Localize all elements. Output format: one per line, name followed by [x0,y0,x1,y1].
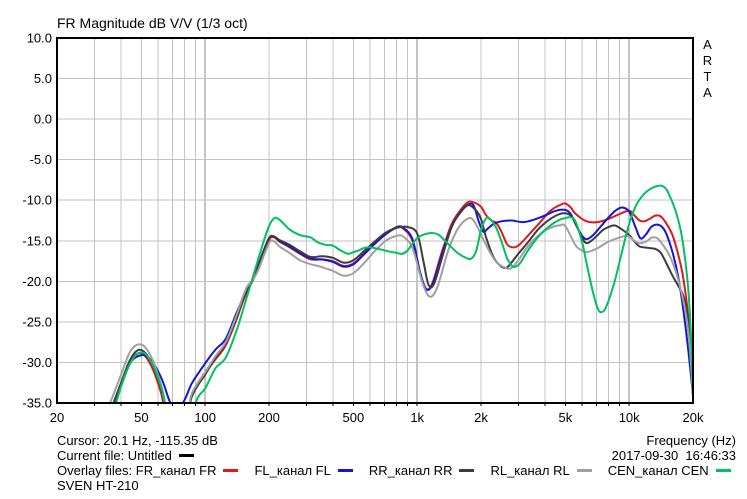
current-file-label: Current file: Untitled [57,448,172,463]
legend-item-label: FL_канал FL [254,463,331,478]
series-curve [114,202,693,403]
legend-color-dash [223,468,239,472]
legend: FR_канал FR FL_канал FL RR_канал RR RL_кана… [136,463,747,478]
legend-item: FL_канал FL [254,463,354,478]
x-tick-label: 2k [474,410,488,425]
legend-item-label: CEN_канал CEN [607,463,709,478]
legend-item-label: FR_канал FR [135,463,217,478]
plot-frame [56,37,694,404]
series-curve [109,216,693,403]
x-tick-label: 200 [258,410,280,425]
y-tick-label: -30.0 [22,355,52,370]
status-row-device: SVEN HT-210 [0,478,747,493]
x-axis-title: Frequency (Hz) [646,433,736,448]
legend-item: FR_канал FR [136,463,241,478]
x-tick-label: 20 [50,410,64,425]
x-tick-label: 50 [134,410,148,425]
series-curve [114,184,693,403]
legend-item: RL_канал RL [490,463,593,478]
x-tick-label: 5k [558,410,572,425]
y-tick-label: -20.0 [22,274,52,289]
x-tick-label: 20k [683,410,704,425]
y-tick-label: 0.0 [34,112,52,127]
y-tick-label: 10.0 [27,31,52,46]
legend-color-dash [576,468,592,472]
plot-area[interactable] [57,38,693,403]
y-tick-label: 5.0 [34,71,52,86]
legend-color-dash [459,468,475,472]
legend-item: CEN_канал CEN [608,463,733,478]
legend-color-dash [715,468,731,472]
device-label: SVEN HT-210 [57,478,139,493]
overlay-files-label: Overlay files: [57,463,133,478]
x-tick-label: 1k [410,410,424,425]
y-tick-label: -10.0 [22,193,52,208]
y-tick-label: -25.0 [22,314,52,329]
current-file-marker [178,453,194,457]
chart-title: FR Magnitude dB V/V (1/3 oct) [57,15,248,31]
legend-item-label: RL_канал RL [490,463,570,478]
status-row-file: Current file: Untitled 2017-09-30 16:46:… [0,448,747,463]
legend-item-label: RR_канал RR [368,463,453,478]
x-tick-label: 100 [194,410,216,425]
legend-color-dash [337,468,353,472]
legend-item: RR_канал RR [369,463,477,478]
cursor-readout: Cursor: 20.1 Hz, -115.35 dB [57,433,218,448]
status-row-overlay: Overlay files: FR_канал FR FL_канал FL RR_… [0,463,747,478]
arta-watermark: ARTA [700,37,715,101]
y-tick-label: -15.0 [22,233,52,248]
y-tick-label: -5.0 [30,152,52,167]
status-row-cursor: Cursor: 20.1 Hz, -115.35 dB Frequency (H… [0,433,747,448]
x-tick-label: 500 [343,410,365,425]
fr-magnitude-chart[interactable]: 10.0 5.0 0.0 -5.0 -10.0 -15.0 -20.0 -25.0 -30.0 -… [0,0,747,432]
y-tick-label: -35.0 [22,396,52,411]
x-tick-label: 10k [619,410,640,425]
timestamp: 2017-09-30 16:46:33 [611,448,736,463]
